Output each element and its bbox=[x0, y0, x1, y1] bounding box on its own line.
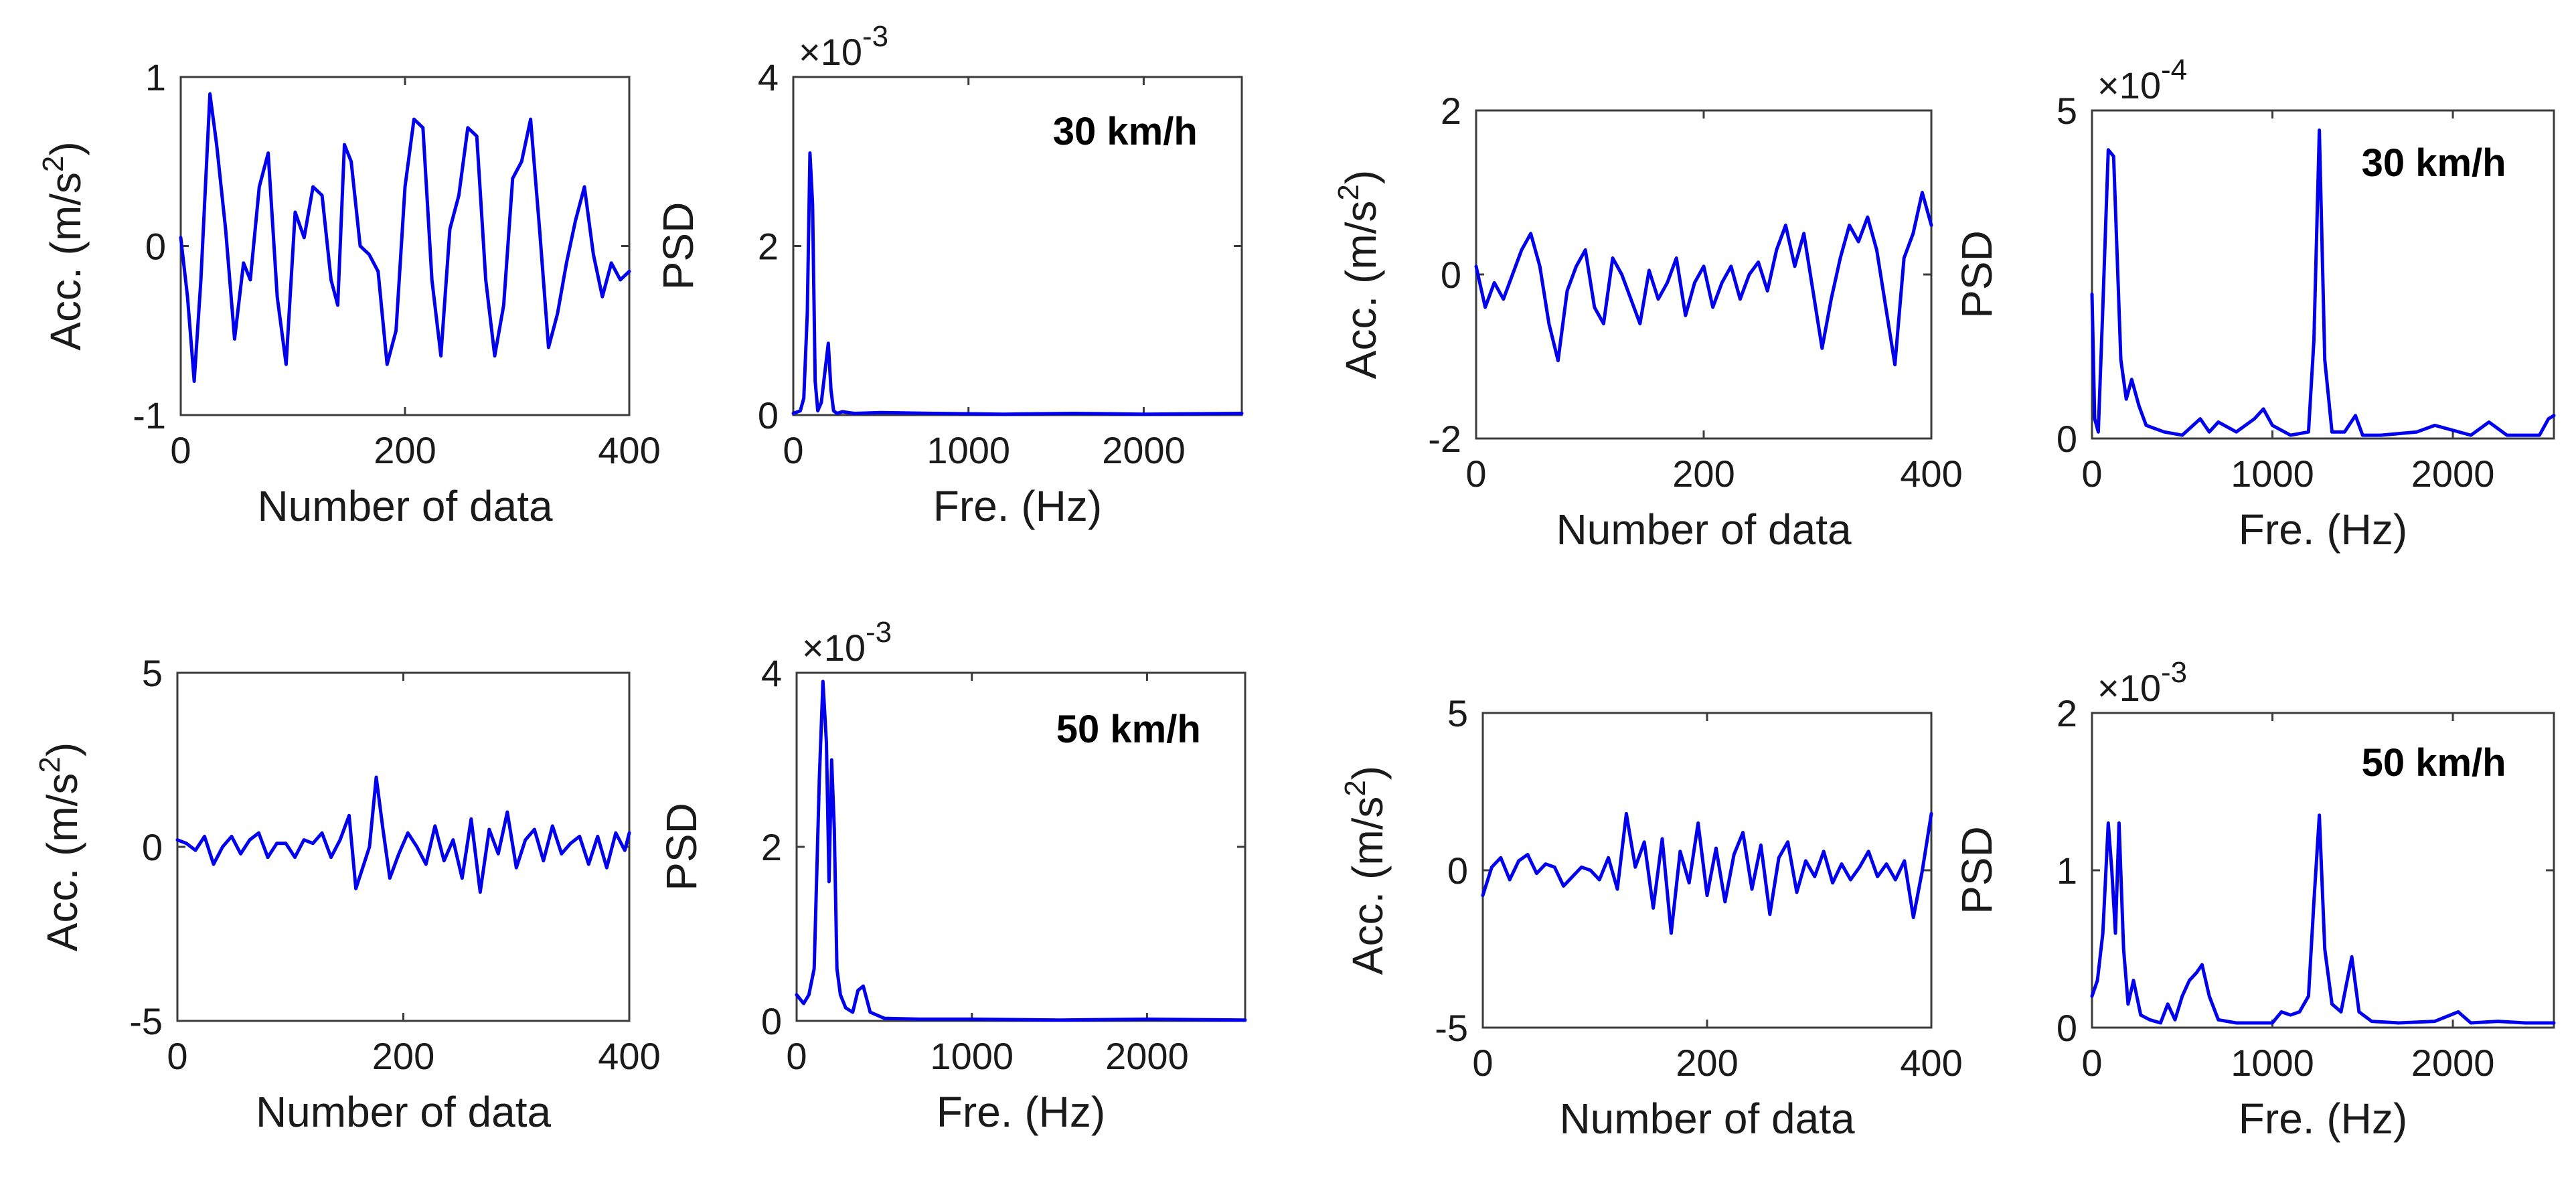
x-tick-label: 400 bbox=[598, 429, 660, 471]
x-tick-label: 2000 bbox=[1102, 429, 1186, 471]
y-tick-label: 4 bbox=[761, 652, 782, 694]
x-axis-label: Fre. (Hz) bbox=[2239, 1095, 2407, 1143]
series-line bbox=[2090, 813, 2556, 1025]
y-tick-label: -5 bbox=[129, 1000, 163, 1042]
x-tick-label: 1000 bbox=[927, 429, 1010, 471]
y-exponent-label: ×10-3 bbox=[799, 20, 888, 73]
y-tick-label: 5 bbox=[2057, 90, 2077, 132]
y-tick-label: -2 bbox=[1428, 418, 1461, 460]
y-axis-label: Acc. (m/s2) bbox=[1339, 766, 1392, 975]
x-tick-label: 0 bbox=[786, 1035, 807, 1077]
x-tick-label: 0 bbox=[170, 429, 191, 471]
x-tick-label: 1000 bbox=[2231, 1042, 2314, 1084]
y-exponent-label: ×10-4 bbox=[2097, 54, 2187, 106]
y-tick-label: 0 bbox=[1441, 254, 1461, 296]
x-tick-label: 2000 bbox=[1105, 1035, 1189, 1077]
speed-annotation: 50 km/h bbox=[1056, 708, 1201, 751]
x-tick-label: 400 bbox=[1900, 1042, 1962, 1084]
x-axis-label: Number of data bbox=[1556, 505, 1852, 554]
x-tick-label: 2000 bbox=[2411, 1042, 2495, 1084]
series-line bbox=[175, 775, 631, 894]
plot-frame bbox=[1475, 109, 1933, 440]
plot-frame bbox=[795, 671, 1246, 1022]
series-line bbox=[791, 151, 1244, 416]
y-axis-label: PSD bbox=[654, 202, 702, 291]
x-tick-label: 400 bbox=[598, 1035, 660, 1077]
y-axis-label: PSD bbox=[1953, 826, 2001, 914]
x-tick-label: 2000 bbox=[2411, 453, 2495, 495]
y-axis-label: Acc. (m/s2) bbox=[1332, 170, 1385, 379]
series-line bbox=[2090, 128, 2556, 437]
y-tick-label: 0 bbox=[2057, 1007, 2077, 1049]
x-axis-label: Number of data bbox=[257, 482, 553, 530]
speed-annotation: 50 km/h bbox=[2362, 741, 2506, 785]
x-tick-label: 0 bbox=[2081, 1042, 2102, 1084]
x-tick-label: 0 bbox=[2081, 453, 2102, 495]
y-tick-label: 2 bbox=[1441, 90, 1461, 132]
y-tick-label: -5 bbox=[1435, 1007, 1468, 1049]
series-line bbox=[1481, 811, 1933, 935]
x-tick-label: 1000 bbox=[930, 1035, 1014, 1077]
speed-annotation: 30 km/h bbox=[2362, 141, 2506, 185]
x-tick-label: 200 bbox=[1672, 453, 1735, 495]
series-line bbox=[795, 679, 1247, 1022]
x-axis-label: Number of data bbox=[1559, 1095, 1855, 1143]
y-tick-label: 2 bbox=[758, 226, 779, 268]
y-tick-label: 0 bbox=[2057, 418, 2077, 460]
y-tick-label: 0 bbox=[761, 1000, 782, 1042]
y-tick-label: 5 bbox=[142, 652, 163, 694]
y-tick-label: 0 bbox=[145, 226, 166, 268]
x-axis-label: Number of data bbox=[256, 1088, 552, 1136]
chart-panel-p2: 0 1000 2000 0 2 4 Fre. (Hz) PSD ×10-3 30 km/h bbox=[654, 20, 1244, 530]
plot-frame bbox=[179, 76, 631, 416]
x-tick-label: 0 bbox=[1465, 453, 1486, 495]
y-exponent-label: ×10-3 bbox=[2097, 656, 2187, 709]
x-tick-label: 0 bbox=[1472, 1042, 1493, 1084]
plot-frame bbox=[792, 76, 1243, 416]
x-tick-label: 1000 bbox=[2231, 453, 2314, 495]
series-line bbox=[179, 92, 631, 383]
series-line bbox=[1474, 191, 1933, 367]
y-tick-label: 1 bbox=[145, 56, 166, 98]
chart-panel-p4: 0 1000 2000 0 5 Fre. (Hz) PSD ×10-4 30 km/h bbox=[1953, 54, 2556, 554]
plot-frame bbox=[1481, 712, 1933, 1029]
y-tick-label: 4 bbox=[758, 56, 779, 98]
x-tick-label: 0 bbox=[167, 1035, 187, 1077]
y-exponent-label: ×10-3 bbox=[802, 616, 892, 669]
speed-annotation: 30 km/h bbox=[1053, 110, 1198, 153]
y-tick-label: 2 bbox=[2057, 692, 2077, 734]
y-axis-label: Acc. (m/s2) bbox=[33, 742, 86, 951]
y-tick-label: 0 bbox=[1447, 850, 1468, 892]
x-tick-label: 200 bbox=[372, 1035, 434, 1077]
y-axis-label: PSD bbox=[1953, 230, 2001, 319]
y-axis-label: PSD bbox=[657, 803, 706, 891]
x-tick-label: 200 bbox=[374, 429, 436, 471]
x-tick-label: 200 bbox=[1676, 1042, 1738, 1084]
y-tick-label: 0 bbox=[758, 394, 779, 436]
x-tick-label: 0 bbox=[783, 429, 803, 471]
chart-panel-p8: 0 1000 2000 0 1 2 Fre. (Hz) PSD ×10-3 50 km/h bbox=[1953, 656, 2556, 1143]
y-axis-label: Acc. (m/s2) bbox=[37, 141, 90, 350]
x-axis-label: Fre. (Hz) bbox=[933, 482, 1102, 530]
y-tick-label: -1 bbox=[133, 394, 166, 436]
y-tick-label: 5 bbox=[1447, 692, 1468, 734]
x-axis-label: Fre. (Hz) bbox=[2239, 505, 2407, 554]
y-tick-label: 2 bbox=[761, 826, 782, 868]
x-tick-label: 400 bbox=[1900, 453, 1962, 495]
y-tick-label: 1 bbox=[2057, 850, 2077, 892]
y-tick-label: 0 bbox=[142, 826, 163, 868]
x-axis-label: Fre. (Hz) bbox=[937, 1088, 1105, 1136]
chart-panel-p6: 0 1000 2000 0 2 4 Fre. (Hz) PSD ×10-3 50 km/h bbox=[657, 616, 1247, 1136]
